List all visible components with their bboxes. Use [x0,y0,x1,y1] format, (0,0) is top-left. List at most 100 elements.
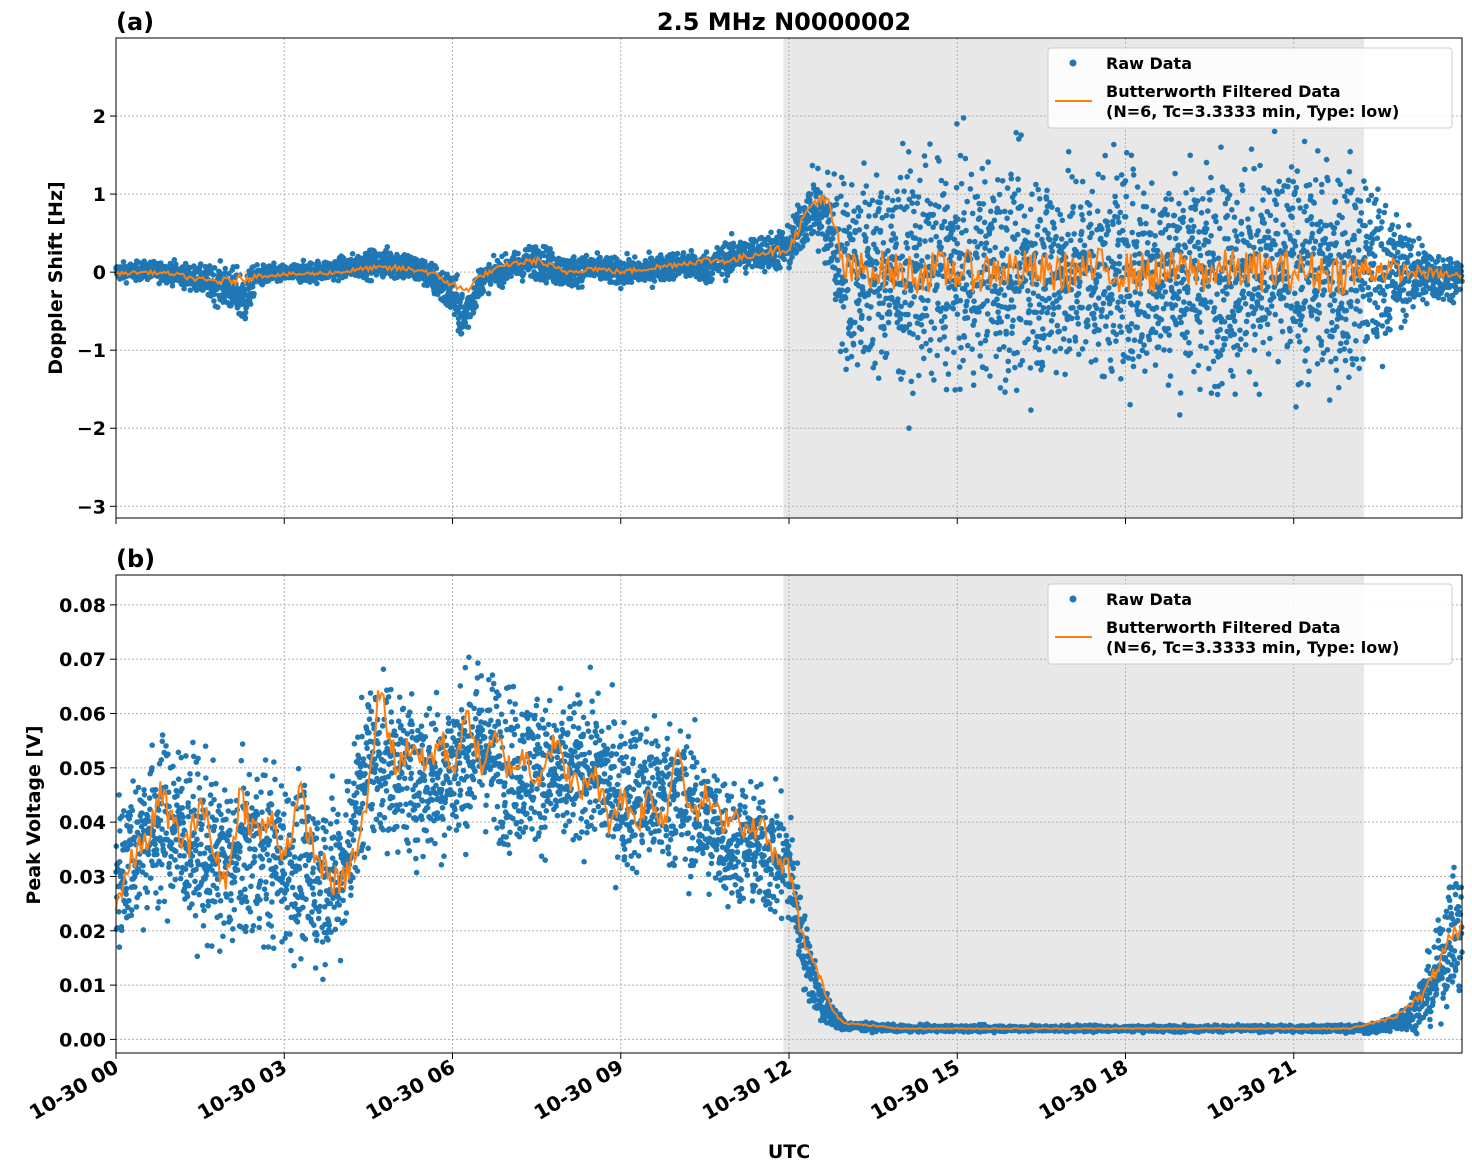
raw-data-point [957,297,964,304]
raw-data-point [920,297,926,304]
raw-data-point [1178,319,1184,326]
raw-data-point [1302,298,1309,304]
raw-data-point [1265,351,1272,357]
raw-data-point [1112,193,1118,200]
raw-data-point [1066,337,1073,344]
raw-data-point [967,186,974,192]
raw-data-point [1338,340,1344,347]
raw-data-point [171,257,178,263]
raw-data-point [977,340,984,347]
raw-data-point [1137,291,1144,297]
raw-data-point [465,324,472,331]
raw-data-point [848,353,855,360]
raw-data-point [1114,175,1120,181]
raw-data-point [1342,357,1349,364]
raw-data-point [980,201,987,207]
raw-data-point [1143,350,1150,357]
raw-data-point [1197,386,1203,393]
raw-data-point [1318,181,1325,188]
raw-data-point [1036,196,1043,202]
raw-data-point [886,311,893,317]
raw-data-point [856,227,863,233]
raw-data-point [1118,294,1124,300]
raw-data-point [1200,196,1206,202]
raw-data-point [983,366,989,372]
raw-data-point [120,259,127,265]
raw-data-point [1032,241,1038,247]
raw-data-point [1361,178,1367,184]
raw-data-point [1010,304,1017,310]
raw-data-point [485,290,492,297]
raw-data-point [904,204,910,210]
raw-data-point [1034,232,1041,238]
raw-data-point [1252,331,1258,338]
raw-data-point [1133,243,1140,250]
raw-data-point [254,262,260,268]
raw-data-point [930,211,937,218]
raw-data-point [1375,214,1382,220]
raw-data-point [858,326,865,333]
raw-data-point [1337,181,1344,188]
raw-data-point [1353,287,1360,294]
raw-data-point [1274,231,1281,237]
raw-data-point [1400,287,1407,293]
raw-data-point [914,200,921,206]
raw-data-point [838,193,844,199]
raw-data-point [1327,302,1333,309]
raw-data-point [1391,231,1397,238]
raw-data-point [1243,329,1250,336]
raw-data-point [1205,238,1212,245]
raw-data-point [931,325,938,332]
raw-data-point [1086,202,1093,208]
raw-data-point [1108,291,1115,298]
raw-data-point [964,198,970,205]
raw-data-point [1219,380,1225,387]
raw-data-point [1180,207,1186,214]
raw-data-point [674,250,681,257]
raw-data-point [1389,222,1396,228]
raw-data-point [1078,228,1085,235]
raw-data-point [1165,382,1172,388]
raw-data-point [459,291,465,298]
raw-data-point [1295,197,1302,204]
raw-data-point [571,254,577,260]
raw-data-point [1061,325,1068,332]
raw-data-point [955,216,961,222]
raw-data-point [1155,344,1162,350]
raw-data-point [1164,211,1171,218]
raw-data-point [1365,284,1372,291]
raw-data-point [1257,162,1263,169]
raw-data-point [1333,367,1340,374]
raw-data-point [1186,339,1192,346]
raw-data-point [1315,302,1322,308]
raw-data-point [1326,397,1333,403]
raw-data-point [1249,292,1256,299]
raw-data-point [1053,233,1059,240]
raw-data-point [1301,138,1308,145]
raw-data-point [1118,172,1125,178]
raw-data-point [1050,220,1057,227]
raw-data-point [841,180,847,187]
raw-data-point [1308,312,1315,319]
raw-data-point [958,344,964,351]
raw-data-point [1077,204,1084,210]
raw-data-point [1360,356,1366,362]
raw-data-point [860,190,866,196]
raw-data-point [1130,356,1136,362]
raw-data-point [836,267,842,274]
raw-data-point [945,371,952,377]
raw-data-point [1172,302,1179,309]
raw-data-point [941,314,948,320]
raw-data-point [1049,204,1055,210]
raw-data-point [1062,371,1068,378]
raw-data-point [1257,323,1264,330]
raw-data-point [1287,338,1294,345]
raw-data-point [897,316,903,322]
raw-data-point [1355,247,1362,253]
raw-data-point [989,225,995,231]
raw-data-point [933,220,939,226]
raw-data-point [1361,280,1368,287]
raw-data-point [1189,186,1195,193]
raw-data-point [1075,290,1082,297]
raw-data-point [1196,309,1203,316]
